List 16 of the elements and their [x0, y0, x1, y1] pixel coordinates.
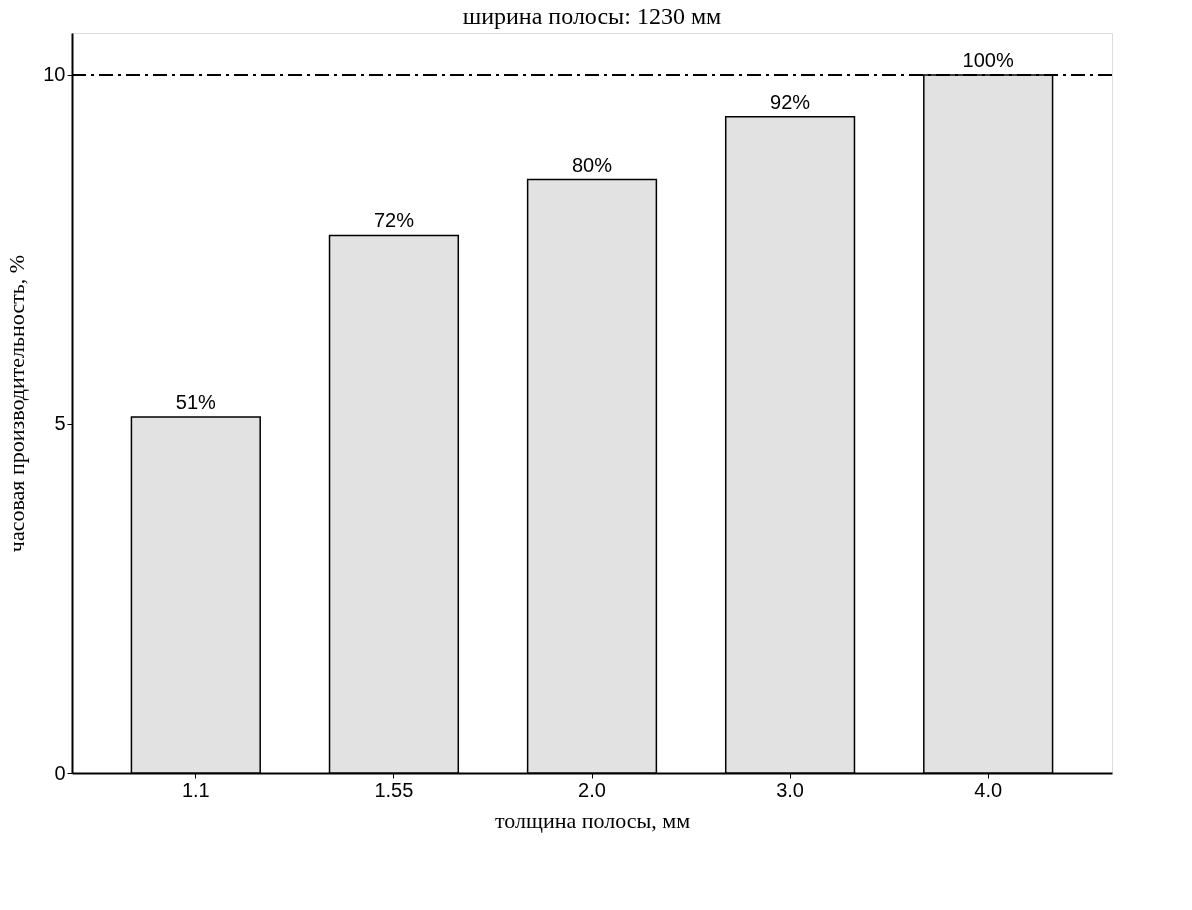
- annotation: 100%: [962, 48, 1014, 71]
- annotation: 92%: [770, 90, 811, 113]
- x-tick-label: 1.1: [181, 778, 210, 801]
- chart-title: ширина полосы: 1230 мм: [462, 3, 722, 29]
- x-tick-label: 4.0: [974, 778, 1003, 801]
- x-axis-title: толщина полосы, мм: [494, 807, 691, 833]
- annotation: 51%: [175, 390, 217, 413]
- y-axis-title: часовая производительность, %: [4, 254, 30, 553]
- y-tick-label: 5: [54, 412, 66, 435]
- x-tick-label: 2.0: [578, 778, 606, 801]
- annotation: 80%: [571, 153, 613, 176]
- y-tick-label: 10: [43, 63, 66, 86]
- y-tick-label: 0: [54, 761, 66, 784]
- x-tick-label: 3.0: [776, 778, 804, 801]
- x-tick-label: 1.55: [374, 778, 414, 801]
- annotation: 72%: [373, 209, 415, 232]
